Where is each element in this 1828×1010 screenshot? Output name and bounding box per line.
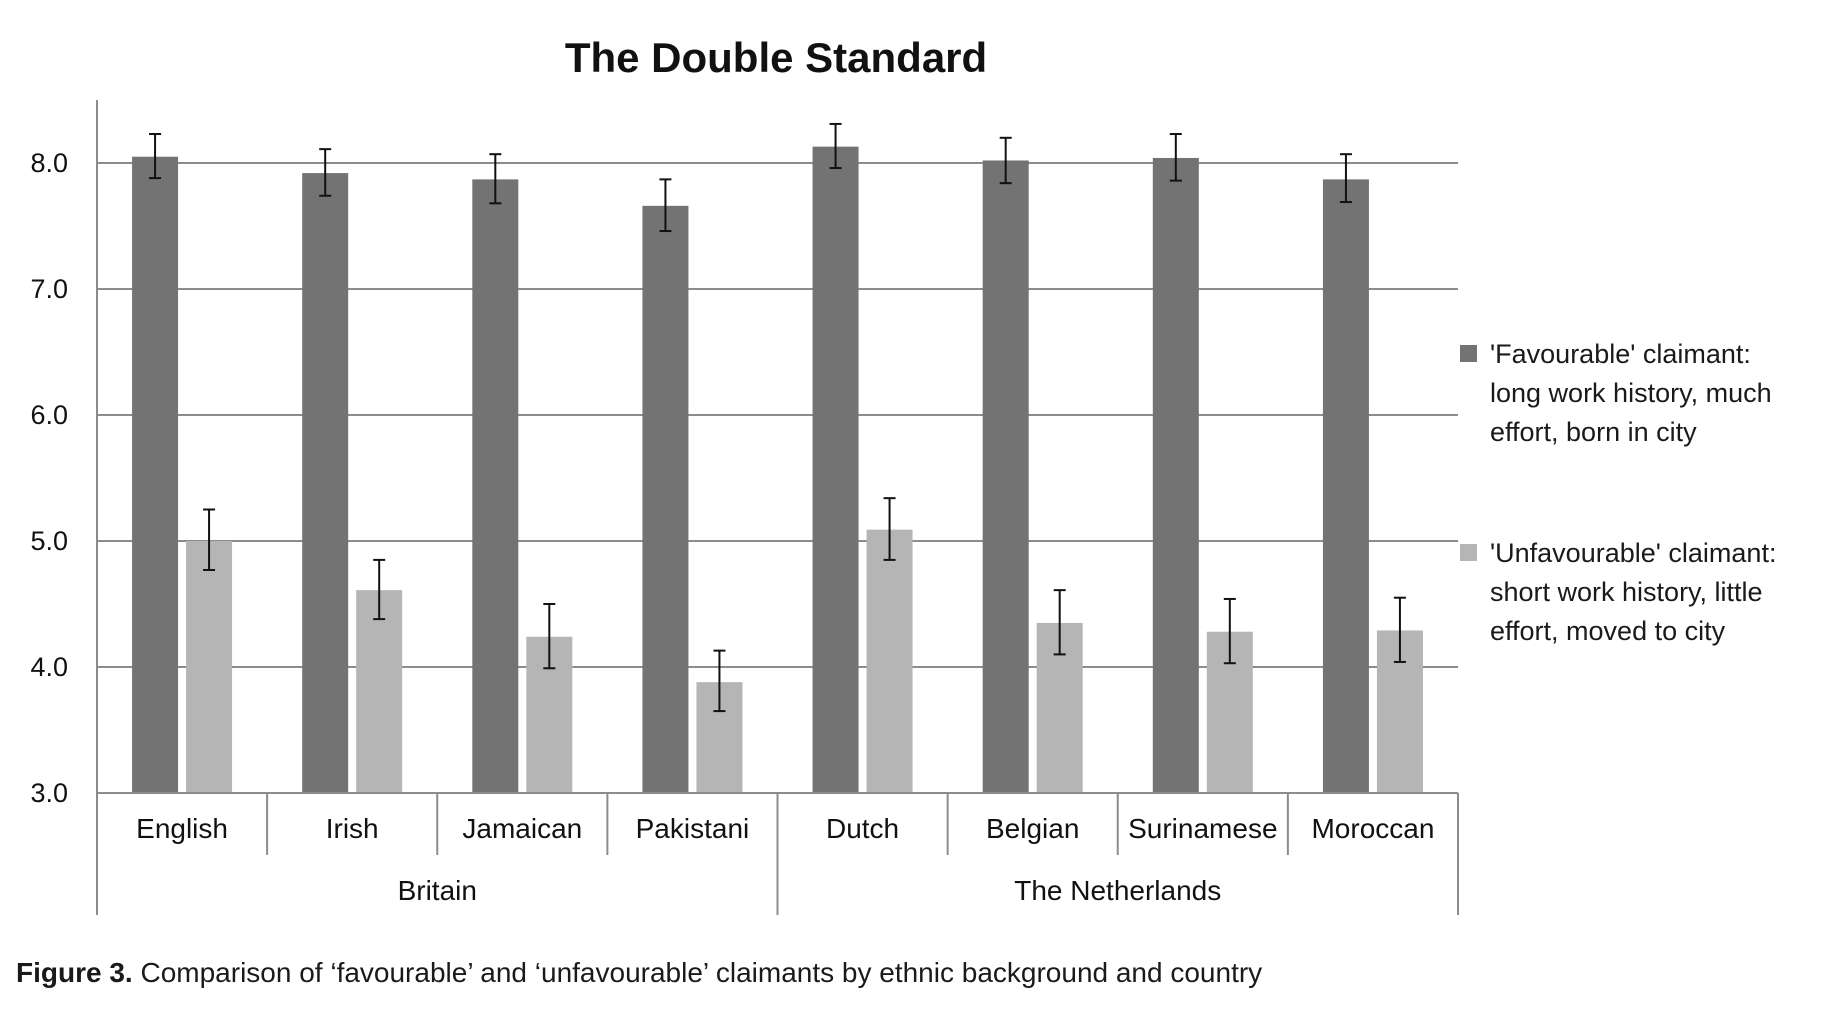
- figure-caption-text: Comparison of ‘favourable’ and ‘unfavour…: [132, 957, 1263, 988]
- legend: 'Favourable' claimant: long work history…: [1460, 335, 1820, 733]
- error-bars: [149, 122, 1406, 713]
- y-axis-tick-labels: 3.0 4.0 5.0 6.0 7.0 8.0: [30, 148, 68, 808]
- legend-label-unfavourable-line-2: short work history, little: [1490, 577, 1763, 607]
- error-bar: [149, 133, 162, 180]
- error-bar: [1223, 597, 1236, 665]
- y-tick-label: 6.0: [30, 400, 68, 430]
- y-tick-label: 3.0: [30, 778, 68, 808]
- error-bar: [1169, 133, 1182, 182]
- bars: [132, 146, 1423, 794]
- x-tick-label: Jamaican: [462, 813, 582, 844]
- y-tick-label: 5.0: [30, 526, 68, 556]
- gridlines: [97, 162, 1458, 794]
- bar-unfavourable-irish: [356, 590, 403, 793]
- x-axis: [96, 100, 1459, 915]
- y-tick-label: 8.0: [30, 148, 68, 178]
- legend-label-unfavourable-line-1: 'Unfavourable' claimant:: [1490, 538, 1777, 568]
- error-bar: [999, 136, 1012, 185]
- error-bar: [319, 148, 332, 197]
- error-bar: [713, 649, 726, 713]
- group-label: The Netherlands: [1014, 875, 1221, 906]
- legend-label-unfavourable-line-3: effort, moved to city: [1490, 616, 1726, 646]
- error-bar: [373, 558, 386, 621]
- y-tick-label: 4.0: [30, 652, 68, 682]
- error-bar: [829, 122, 842, 170]
- legend-swatch-unfavourable: [1460, 544, 1477, 561]
- bar-favourable-english: [132, 156, 179, 793]
- figure-caption: Figure 3. Comparison of ‘favourable’ and…: [16, 957, 1262, 989]
- legend-label-favourable-line-1: 'Favourable' claimant:: [1490, 339, 1751, 369]
- y-tick-label: 7.0: [30, 274, 68, 304]
- x-tick-label: Pakistani: [636, 813, 750, 844]
- bar-favourable-surinamese: [1152, 157, 1199, 793]
- error-bar: [1393, 596, 1406, 663]
- error-bar: [883, 497, 896, 561]
- x-tick-label: Irish: [326, 813, 379, 844]
- x-tick-label: English: [136, 813, 228, 844]
- x-tick-label: Surinamese: [1128, 813, 1277, 844]
- legend-item-favourable: 'Favourable' claimant: long work history…: [1460, 335, 1820, 452]
- bar-favourable-moroccan: [1322, 179, 1369, 793]
- bar-favourable-dutch: [812, 146, 859, 793]
- error-bar: [1053, 589, 1066, 656]
- x-axis-category-labels: English Irish Jamaican Pakistani Dutch Belgia…: [136, 813, 1434, 906]
- bar-favourable-belgian: [982, 160, 1029, 794]
- x-tick-label: Dutch: [826, 813, 899, 844]
- x-tick-label: Belgian: [986, 813, 1079, 844]
- error-bar: [1339, 153, 1352, 204]
- bar-favourable-irish: [302, 173, 349, 793]
- legend-label-favourable-line-2: long work history, much: [1490, 378, 1772, 408]
- chart-title: The Double Standard: [565, 34, 987, 81]
- group-label: Britain: [398, 875, 477, 906]
- error-bar: [543, 603, 556, 670]
- error-bar: [203, 508, 216, 571]
- legend-label-favourable-line-3: effort, born in city: [1490, 417, 1697, 447]
- bar-favourable-pakistani: [642, 205, 689, 794]
- bar-unfavourable-dutch: [866, 529, 913, 793]
- legend-swatch-favourable: [1460, 345, 1477, 362]
- x-tick-label: Moroccan: [1311, 813, 1434, 844]
- figure-caption-label: Figure 3.: [16, 957, 133, 988]
- bar-favourable-jamaican: [472, 179, 519, 793]
- bar-unfavourable-english: [186, 541, 233, 793]
- legend-item-unfavourable: 'Unfavourable' claimant: short work hist…: [1460, 534, 1820, 651]
- error-bar: [659, 178, 672, 233]
- error-bar: [489, 153, 502, 205]
